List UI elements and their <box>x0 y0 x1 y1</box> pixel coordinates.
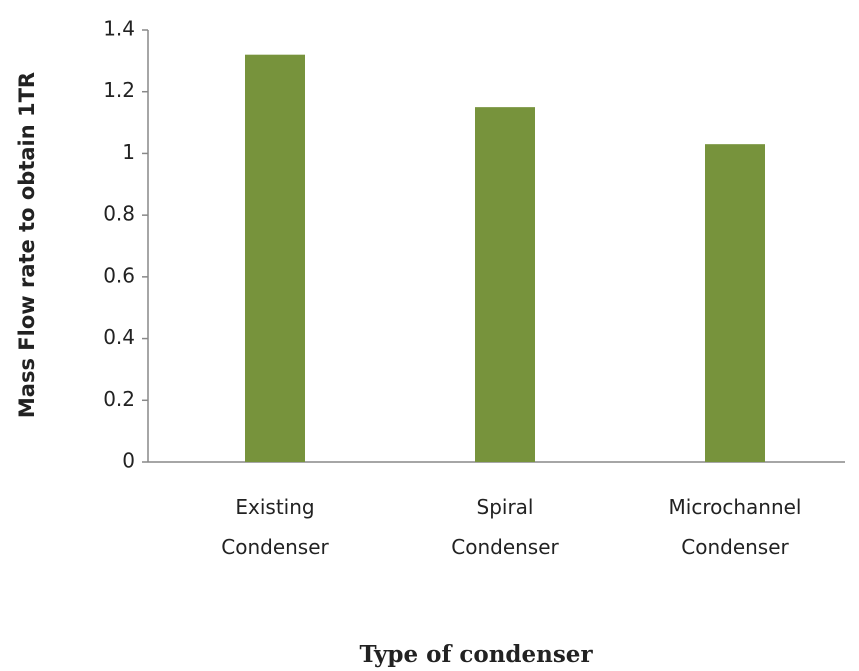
y-tick-label: 1.4 <box>103 17 135 41</box>
y-tick-label: 0.6 <box>103 263 135 287</box>
x-axis-label: Type of condenser <box>359 641 593 668</box>
x-tick-label: Spiral Condenser <box>451 495 559 559</box>
y-tick-label: 1 <box>122 140 135 164</box>
x-tick-label: Existing Condenser <box>221 495 329 559</box>
y-axis-label: Mass Flow rate to obtain 1TR <box>15 72 39 418</box>
bar <box>705 144 765 462</box>
y-tick-label: 0 <box>122 449 135 473</box>
x-tick-label: Microchannel Condenser <box>669 495 802 559</box>
bar <box>475 107 535 463</box>
y-tick-label: 1.2 <box>103 78 135 102</box>
bar <box>245 54 305 462</box>
y-tick-label: 0.4 <box>103 325 135 349</box>
y-tick-label: 0.2 <box>103 387 135 411</box>
y-tick-label: 0.8 <box>103 202 135 226</box>
